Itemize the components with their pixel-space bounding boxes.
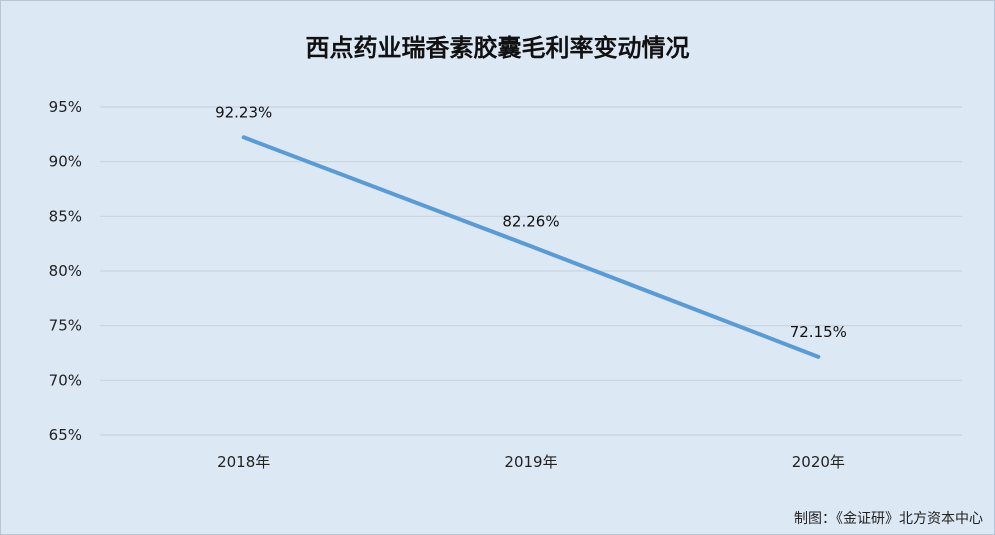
y-tick-label: 65%	[49, 426, 82, 444]
source-note: 制图：《金证研》北方资本中心	[794, 511, 983, 527]
y-tick-label: 70%	[49, 371, 82, 389]
data-label: 72.15%	[790, 323, 847, 341]
y-tick-label: 85%	[49, 207, 82, 225]
data-label: 82.26%	[502, 212, 559, 230]
y-tick-label: 90%	[49, 153, 82, 171]
x-tick-label: 2019年	[504, 453, 557, 471]
x-tick-label: 2018年	[217, 453, 270, 471]
series-line	[241, 135, 821, 359]
x-tick-label: 2020年	[792, 453, 845, 471]
data-label: 92.23%	[215, 103, 272, 121]
chart-title: 西点药业瑞香素胶囊毛利率变动情况	[305, 34, 690, 62]
y-tick-label: 95%	[49, 98, 82, 116]
y-tick-label: 75%	[49, 317, 82, 335]
y-tick-label: 80%	[49, 262, 82, 280]
